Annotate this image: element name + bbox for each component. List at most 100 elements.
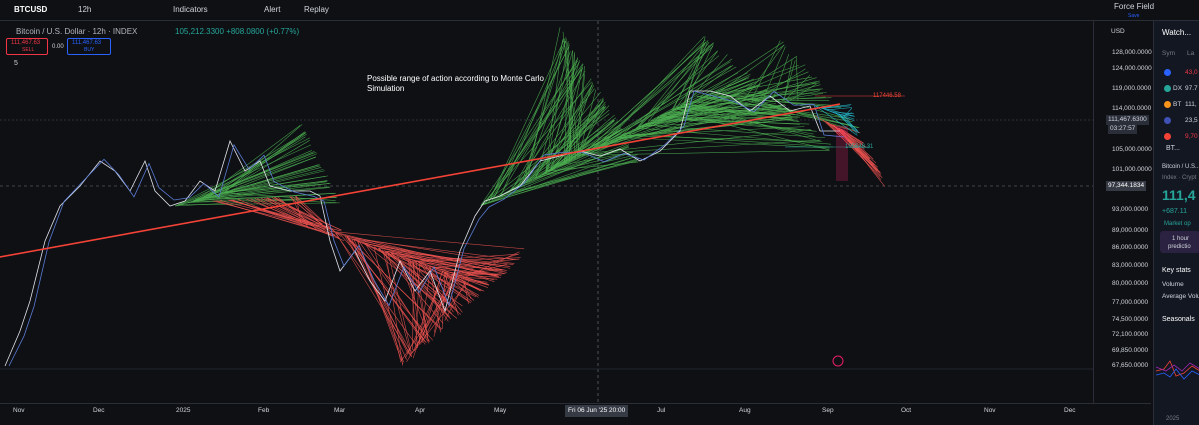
simulation-path [677, 106, 799, 116]
simulation-path [645, 109, 787, 124]
simulation-path [838, 127, 878, 172]
row-last: 43,0 [1185, 69, 1198, 76]
simulation-path [597, 65, 732, 148]
level-label: 105648.31 [845, 144, 874, 150]
simulation-path [548, 105, 610, 172]
simulation-path [832, 124, 868, 155]
simulation-path [601, 36, 705, 146]
simulation-path [840, 114, 855, 117]
simulation-path [738, 97, 858, 129]
sell-label: SELL [22, 47, 35, 53]
simulation-path [744, 71, 809, 99]
simulation-path [642, 124, 826, 139]
simulation-path [596, 89, 768, 148]
symbol-icon [1164, 69, 1171, 76]
annotation-text: Possible range of action according to Mo… [367, 74, 544, 93]
section-title: Seasonals [1162, 316, 1195, 323]
simulation-path [271, 197, 341, 231]
simulation-path [520, 106, 605, 186]
simulation-path [516, 117, 617, 189]
simulation-path [671, 44, 710, 111]
simulation-path [526, 27, 561, 183]
idea-text: 1 hour [1172, 236, 1190, 242]
row-last: 111, [1185, 101, 1197, 108]
simulation-path [650, 72, 739, 121]
simulation-path [737, 97, 842, 108]
idea-card[interactable]: 1 hour predictio [1160, 231, 1199, 253]
simulation-path [579, 97, 604, 157]
simulation-path [382, 249, 412, 357]
simulation-path [179, 202, 340, 206]
simulation-path [201, 125, 301, 199]
simulation-path [481, 81, 592, 206]
replay-button[interactable]: Replay [304, 5, 329, 14]
crosshair-time-tag: Fri 06 Jun '25 20:00 [565, 405, 629, 417]
price-axis [1093, 21, 1152, 404]
simulation-path [292, 196, 342, 237]
simulation-path [187, 197, 337, 203]
buy-label: BUY [84, 47, 95, 53]
toolbar [0, 0, 1199, 21]
simulation-path [581, 150, 830, 156]
crosshair-price-tag: 97,344.1834 [1106, 181, 1147, 191]
simulation-path [841, 129, 870, 159]
simulation-path [638, 87, 756, 127]
simulation-path [175, 137, 311, 207]
simulation-path [386, 250, 458, 310]
simulation-path [712, 44, 785, 98]
simulation-path [657, 116, 800, 125]
seasonal-line [1155, 368, 1199, 380]
simulation-path [545, 39, 563, 174]
simulation-path [263, 197, 333, 237]
time-label: Nov [13, 407, 25, 414]
simulation-path [510, 78, 592, 191]
simulation-path [193, 187, 331, 202]
simulation-path [687, 54, 728, 103]
simulation-path [385, 250, 403, 366]
level-label: 117446.58 [873, 93, 901, 99]
price-label: 114,000.0000 [1112, 105, 1152, 112]
indicators-button[interactable]: Indicators [173, 5, 208, 14]
time-label: Jul [657, 407, 666, 414]
simulation-path [412, 271, 443, 359]
simulation-path [507, 102, 603, 193]
legend-ohlc: 105,212.3300 +808.0800 (+0.77%) [175, 27, 300, 36]
simulation-path [838, 113, 858, 131]
chart-canvas [0, 21, 1093, 403]
simulation-path [679, 64, 734, 107]
section-title: Key stats [1162, 267, 1191, 274]
simulation-path [772, 53, 790, 100]
simulation-path [415, 262, 420, 348]
sell-box[interactable]: 111,467.63 SELL [6, 38, 48, 55]
interval-button[interactable]: 12h [78, 5, 92, 14]
simulation-path [438, 269, 488, 288]
simulation-path [537, 154, 638, 178]
simulation-path [219, 131, 306, 195]
simulation-path [751, 40, 781, 99]
simulation-path [776, 96, 826, 101]
time-label: 2025 [176, 407, 191, 414]
time-label: Dec [1064, 407, 1076, 414]
symbol-price: 111,4 [1162, 187, 1196, 203]
simulation-path [335, 233, 412, 357]
time-label: Aug [739, 407, 751, 414]
alert-icon [832, 355, 844, 367]
simulation-path [193, 181, 327, 202]
simulation-path [719, 92, 827, 98]
buy-box[interactable]: 111,467.63 BUY [67, 38, 111, 55]
simulation-path [795, 56, 799, 101]
simulation-path [789, 83, 817, 101]
buy-price: 111,467.63 [72, 40, 102, 46]
simulation-path [409, 259, 421, 345]
simulation-path [399, 255, 472, 304]
season-year: 2025 [1166, 416, 1180, 422]
alert-button[interactable]: Alert [264, 5, 281, 14]
simulation-path [821, 105, 851, 109]
symbol-button[interactable]: BTCUSD [14, 5, 48, 14]
seasonals-chart [1155, 360, 1199, 380]
simulation-path [717, 82, 820, 98]
simulation-path [415, 261, 429, 341]
simulation-path [696, 96, 852, 126]
simulation-path [433, 272, 448, 333]
